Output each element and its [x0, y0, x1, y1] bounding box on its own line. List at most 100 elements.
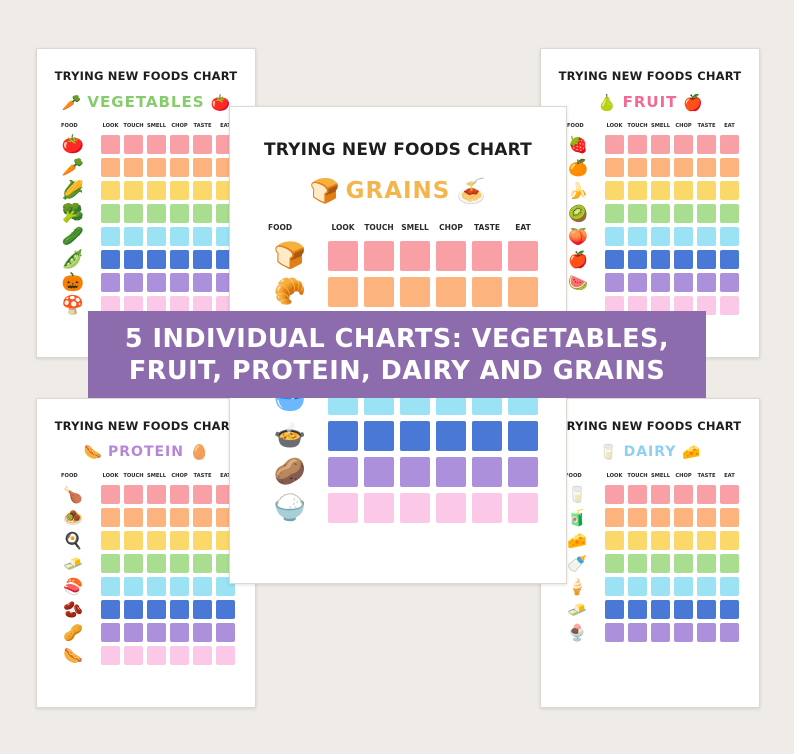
tracker-square-smell[interactable] — [147, 508, 166, 527]
tracker-square-taste[interactable] — [193, 158, 212, 177]
tracker-square-look[interactable] — [605, 600, 624, 619]
tracker-square-touch[interactable] — [628, 485, 647, 504]
tracker-square-chop[interactable] — [674, 250, 693, 269]
tracker-square-eat[interactable] — [720, 204, 739, 223]
tracker-square-look[interactable] — [605, 623, 624, 642]
tracker-square-touch[interactable] — [124, 204, 143, 223]
tracker-square-smell[interactable] — [651, 600, 670, 619]
tracker-square-look[interactable] — [101, 577, 120, 596]
tracker-square-chop[interactable] — [674, 181, 693, 200]
tracker-square-eat[interactable] — [508, 421, 538, 451]
tracker-square-taste[interactable] — [193, 646, 212, 665]
tracker-square-taste[interactable] — [193, 273, 212, 292]
tracker-square-touch[interactable] — [124, 577, 143, 596]
tracker-square-taste[interactable] — [472, 457, 502, 487]
tracker-square-eat[interactable] — [720, 273, 739, 292]
tracker-square-taste[interactable] — [193, 181, 212, 200]
tracker-square-look[interactable] — [605, 181, 624, 200]
tracker-square-look[interactable] — [101, 296, 120, 315]
tracker-square-smell[interactable] — [651, 227, 670, 246]
tracker-square-chop[interactable] — [170, 250, 189, 269]
tracker-square-eat[interactable] — [720, 531, 739, 550]
tracker-square-smell[interactable] — [147, 135, 166, 154]
tracker-square-chop[interactable] — [674, 204, 693, 223]
tracker-square-smell[interactable] — [147, 554, 166, 573]
tracker-square-chop[interactable] — [436, 493, 466, 523]
tracker-square-chop[interactable] — [674, 135, 693, 154]
tracker-square-look[interactable] — [328, 457, 358, 487]
tracker-square-touch[interactable] — [628, 181, 647, 200]
tracker-square-smell[interactable] — [651, 273, 670, 292]
tracker-square-taste[interactable] — [697, 623, 716, 642]
tracker-square-taste[interactable] — [697, 600, 716, 619]
tracker-square-smell[interactable] — [400, 241, 430, 271]
tracker-square-look[interactable] — [101, 273, 120, 292]
tracker-square-taste[interactable] — [697, 577, 716, 596]
tracker-square-touch[interactable] — [628, 227, 647, 246]
tracker-square-taste[interactable] — [697, 181, 716, 200]
tracker-square-touch[interactable] — [124, 250, 143, 269]
tracker-square-touch[interactable] — [124, 554, 143, 573]
tracker-square-smell[interactable] — [651, 250, 670, 269]
tracker-square-smell[interactable] — [651, 531, 670, 550]
tracker-square-touch[interactable] — [628, 623, 647, 642]
tracker-square-taste[interactable] — [193, 204, 212, 223]
tracker-square-taste[interactable] — [193, 485, 212, 504]
tracker-square-touch[interactable] — [628, 554, 647, 573]
tracker-square-look[interactable] — [605, 554, 624, 573]
tracker-square-taste[interactable] — [472, 421, 502, 451]
tracker-square-taste[interactable] — [193, 531, 212, 550]
tracker-square-look[interactable] — [605, 485, 624, 504]
tracker-square-taste[interactable] — [697, 531, 716, 550]
tracker-square-chop[interactable] — [170, 554, 189, 573]
tracker-square-look[interactable] — [101, 158, 120, 177]
tracker-square-look[interactable] — [328, 241, 358, 271]
tracker-square-touch[interactable] — [124, 296, 143, 315]
tracker-square-eat[interactable] — [216, 600, 235, 619]
tracker-square-look[interactable] — [101, 623, 120, 642]
tracker-square-chop[interactable] — [674, 485, 693, 504]
tracker-square-eat[interactable] — [216, 623, 235, 642]
tracker-square-touch[interactable] — [364, 493, 394, 523]
tracker-square-chop[interactable] — [674, 600, 693, 619]
tracker-square-taste[interactable] — [193, 296, 212, 315]
tracker-square-look[interactable] — [605, 204, 624, 223]
tracker-square-touch[interactable] — [628, 296, 647, 315]
tracker-square-chop[interactable] — [674, 577, 693, 596]
tracker-square-touch[interactable] — [124, 158, 143, 177]
tracker-square-taste[interactable] — [193, 508, 212, 527]
tracker-square-look[interactable] — [101, 227, 120, 246]
tracker-square-chop[interactable] — [170, 296, 189, 315]
tracker-square-smell[interactable] — [147, 158, 166, 177]
tracker-square-smell[interactable] — [651, 135, 670, 154]
tracker-square-look[interactable] — [101, 250, 120, 269]
tracker-square-chop[interactable] — [674, 623, 693, 642]
tracker-square-touch[interactable] — [628, 531, 647, 550]
tracker-square-smell[interactable] — [147, 531, 166, 550]
tracker-square-eat[interactable] — [720, 250, 739, 269]
tracker-square-touch[interactable] — [124, 135, 143, 154]
tracker-square-taste[interactable] — [472, 241, 502, 271]
tracker-square-chop[interactable] — [170, 135, 189, 154]
tracker-square-touch[interactable] — [124, 273, 143, 292]
tracker-square-chop[interactable] — [170, 646, 189, 665]
tracker-square-touch[interactable] — [124, 531, 143, 550]
tracker-square-look[interactable] — [605, 531, 624, 550]
tracker-square-taste[interactable] — [472, 493, 502, 523]
tracker-square-chop[interactable] — [674, 554, 693, 573]
tracker-square-chop[interactable] — [170, 485, 189, 504]
tracker-square-smell[interactable] — [147, 296, 166, 315]
tracker-square-touch[interactable] — [124, 600, 143, 619]
tracker-square-chop[interactable] — [170, 204, 189, 223]
tracker-square-touch[interactable] — [628, 204, 647, 223]
tracker-square-eat[interactable] — [720, 554, 739, 573]
tracker-square-look[interactable] — [101, 531, 120, 550]
tracker-square-chop[interactable] — [674, 296, 693, 315]
tracker-square-smell[interactable] — [400, 421, 430, 451]
tracker-square-touch[interactable] — [628, 135, 647, 154]
tracker-square-chop[interactable] — [170, 623, 189, 642]
tracker-square-look[interactable] — [605, 508, 624, 527]
tracker-square-look[interactable] — [605, 158, 624, 177]
tracker-square-taste[interactable] — [697, 485, 716, 504]
tracker-square-chop[interactable] — [674, 158, 693, 177]
